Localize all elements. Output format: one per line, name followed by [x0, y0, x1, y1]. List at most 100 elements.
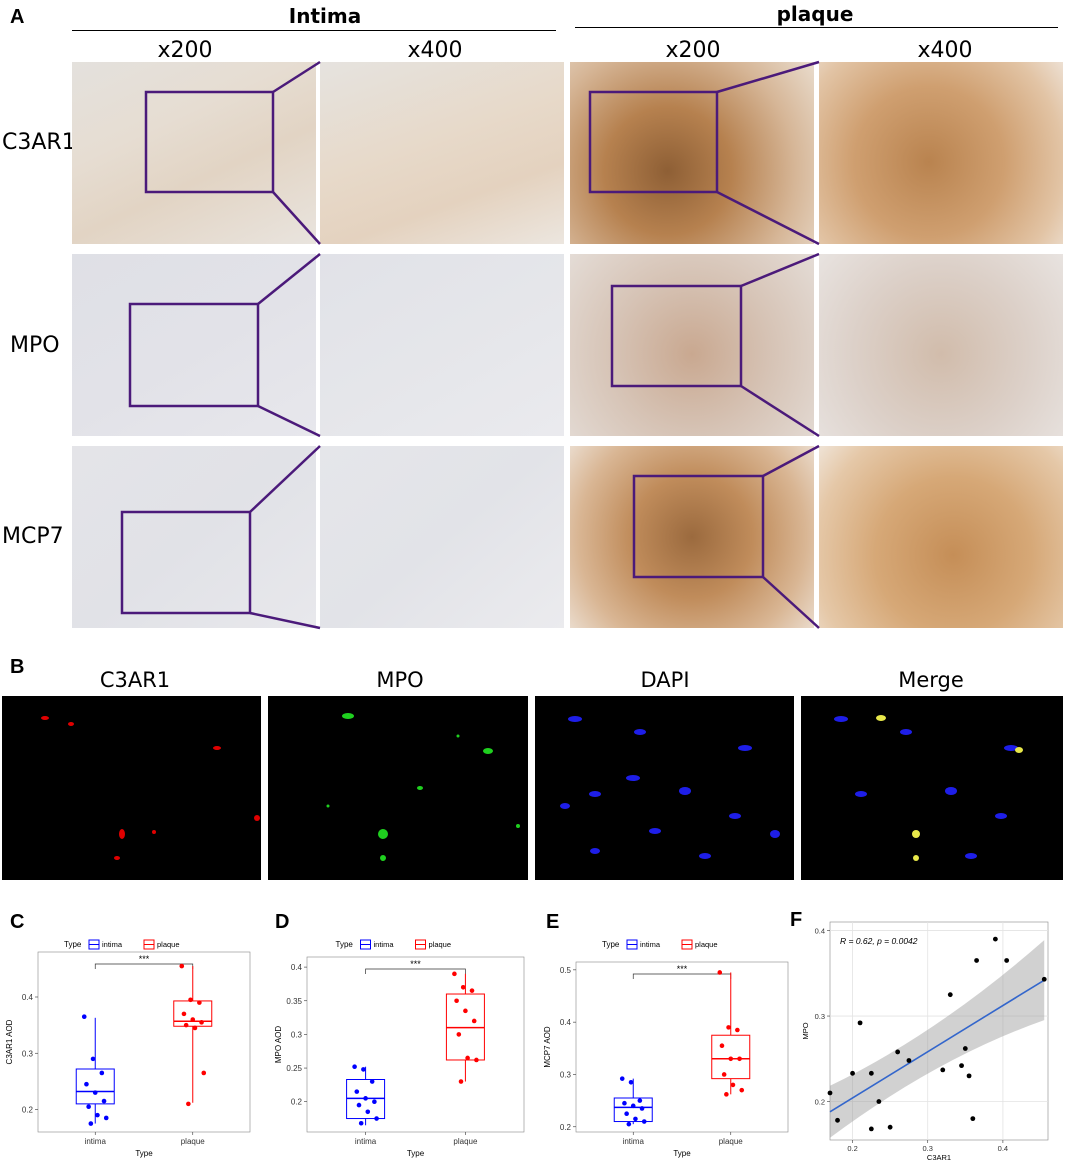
zoom-box-intima-c3ar1 [144, 90, 275, 194]
data-point-plaque [458, 1079, 464, 1084]
channel-label-dapi: DAPI [640, 668, 690, 692]
significance-label-d: *** [410, 959, 421, 969]
plaque-rule [575, 27, 1058, 28]
zoom-line-plaque-c3ar1-bottom [716, 190, 820, 246]
legend-title: Type [336, 940, 354, 949]
data-point-intima [99, 1070, 105, 1076]
y-tick-label: 0.5 [560, 966, 572, 975]
significance-label-e: *** [677, 964, 688, 974]
box-body [613, 1097, 653, 1123]
data-point-plaque [471, 1018, 477, 1024]
data-point-plaque [192, 1025, 198, 1031]
data-point-intima [81, 1014, 87, 1019]
data-point-plaque [735, 1027, 740, 1033]
legend-c: Type intima plaque [64, 939, 180, 950]
panel-b-letter: B [10, 656, 25, 678]
data-point [895, 1049, 901, 1055]
zoom-line-plaque-mcp7-bottom [762, 576, 820, 629]
data-point-intima [641, 1119, 647, 1124]
legend-label-plaque: plaque [429, 940, 452, 949]
data-point-plaque [728, 1056, 734, 1062]
data-point-intima [630, 1103, 636, 1109]
mag-header-plaque-200: x200 [665, 38, 721, 63]
y-tick-label: 0.4 [560, 1018, 572, 1027]
data-point-plaque [737, 1056, 742, 1062]
panel-a-letter: A [10, 6, 25, 28]
channel-label-merge: Merge [898, 668, 964, 692]
fluorescence-merge [801, 696, 1063, 880]
x-axis-label-d: Type [407, 1149, 425, 1158]
row-label-mpo: MPO [10, 333, 60, 358]
y-tick-label: 0.35 [286, 997, 302, 1006]
panel-d-letter: D [275, 911, 289, 933]
y-axis-label-f: MPO [801, 1022, 810, 1039]
data-point-intima [374, 1116, 379, 1121]
data-point [970, 1116, 976, 1122]
legend-label-intima: intima [640, 940, 661, 949]
data-point [906, 1058, 912, 1063]
legend-e: Type intima plaque [602, 939, 718, 950]
confidence-band [830, 940, 1045, 1138]
data-point-intima [363, 1096, 368, 1101]
panel-f-letter: F [790, 909, 802, 931]
y-tick-label: 0.25 [286, 1064, 302, 1073]
mag-header-intima-200: x200 [157, 38, 213, 63]
zoom-line-intima-mcp7-top [249, 445, 321, 513]
x-tick-label-plaque: plaque [181, 1137, 206, 1146]
data-point-plaque [456, 1032, 462, 1037]
data-point [887, 1124, 893, 1130]
row-label-mcp7: MCP7 [2, 524, 64, 549]
zoom-line-intima-mcp7-bottom [249, 611, 321, 630]
data-point [827, 1090, 833, 1096]
y-tick-label: 0.3 [560, 1070, 572, 1079]
y-tick-label: 0.3 [815, 1012, 825, 1021]
zoom-box-plaque-c3ar1 [588, 90, 719, 194]
box-plaque [445, 973, 485, 1082]
data-point-plaque [186, 1101, 191, 1107]
data-point [966, 1073, 972, 1079]
chart-c: C Type intima plaque 0.2 0.3 0.4 C3AR1 AOD intim… [5, 911, 251, 1158]
data-point-plaque [724, 1092, 729, 1097]
data-point [1004, 958, 1010, 963]
data-point-plaque [469, 988, 475, 993]
data-point-intima [619, 1076, 625, 1081]
zoom-line-intima-mpo-bottom [257, 404, 321, 438]
legend-label-plaque: plaque [695, 940, 718, 949]
zoom-line-intima-mpo-top [257, 253, 321, 305]
data-point-plaque [201, 1070, 207, 1076]
x-axis-label-e: Type [673, 1149, 691, 1158]
data-point-intima [354, 1089, 360, 1094]
legend-title: Type [602, 940, 620, 949]
data-point-intima [369, 1079, 375, 1084]
data-point [1041, 976, 1047, 982]
zoom-line-plaque-mpo-bottom [740, 384, 820, 438]
data-point-plaque [179, 963, 185, 969]
micrograph-intima-mcp7-x200 [72, 446, 316, 628]
annotation-correlation: R = 0.62, p = 0.0042 [840, 936, 918, 946]
data-point-intima [356, 1102, 362, 1108]
x-axis-label-f: C3AR1 [927, 1153, 951, 1161]
y-tick-label: 0.2 [560, 1123, 572, 1132]
data-point-intima [352, 1064, 357, 1070]
x-tick-label: 0.4 [998, 1144, 1008, 1153]
data-point [947, 992, 953, 998]
data-point-plaque [739, 1087, 745, 1093]
y-axis-label-d: MPO AOD [274, 1026, 283, 1064]
channel-label-c3ar1: C3AR1 [99, 668, 171, 692]
data-point-plaque [190, 1017, 196, 1022]
data-point-plaque [452, 971, 457, 977]
data-point-intima [633, 1116, 638, 1122]
data-point [868, 1126, 874, 1132]
data-point-intima [372, 1099, 377, 1105]
zoom-box-intima-mpo [128, 302, 260, 408]
significance-label-c: *** [139, 954, 150, 964]
data-point [962, 1046, 968, 1051]
legend-d: Type intima plaque [336, 939, 452, 950]
regression-line [829, 979, 1045, 1113]
data-point-plaque [717, 970, 723, 975]
data-point-intima [90, 1056, 96, 1062]
data-point-intima [622, 1100, 627, 1106]
data-point-intima [358, 1120, 364, 1126]
group-intima-label: Intima [288, 4, 362, 28]
data-point-intima [361, 1067, 366, 1072]
